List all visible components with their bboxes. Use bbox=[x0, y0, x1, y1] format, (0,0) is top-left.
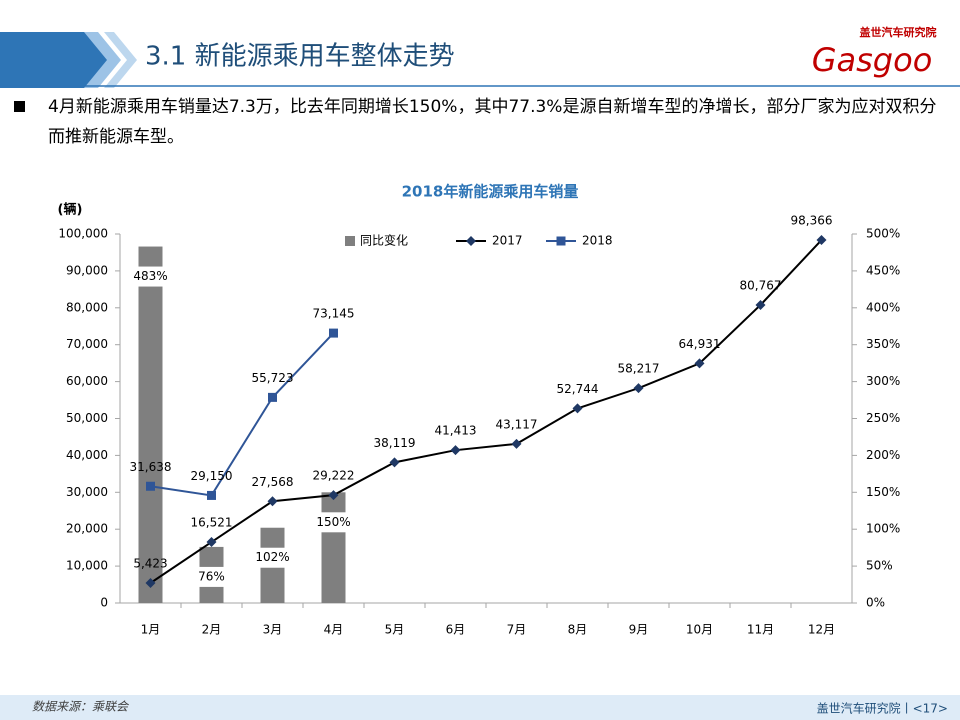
x-tick-label: 10月 bbox=[686, 623, 713, 637]
legend-marker bbox=[556, 236, 566, 246]
y-axis-label: (辆) bbox=[58, 202, 83, 218]
y2-tick-label: 350% bbox=[866, 337, 900, 351]
footer-org: 盖世汽车研究院丨<17> bbox=[817, 701, 948, 716]
data-label: 73,145 bbox=[313, 307, 355, 321]
x-tick-label: 3月 bbox=[263, 623, 283, 637]
data-label: 29,222 bbox=[313, 469, 355, 483]
y2-tick-label: 400% bbox=[866, 300, 900, 314]
legend-label: 同比变化 bbox=[360, 233, 408, 248]
data-label: 55,723 bbox=[252, 371, 294, 385]
line-marker bbox=[633, 383, 644, 394]
y2-tick-label: 500% bbox=[866, 227, 900, 241]
line-marker bbox=[146, 481, 155, 491]
x-tick-label: 4月 bbox=[324, 623, 344, 637]
x-tick-label: 12月 bbox=[808, 623, 835, 637]
bar-label-bg bbox=[313, 512, 354, 533]
x-tick-label: 6月 bbox=[446, 623, 466, 637]
y-tick-label: 60,000 bbox=[66, 374, 108, 388]
line-marker bbox=[572, 403, 583, 414]
y2-tick-label: 50% bbox=[866, 559, 893, 573]
line-marker bbox=[389, 457, 400, 468]
data-label: 64,931 bbox=[679, 337, 721, 351]
x-tick-label: 5月 bbox=[385, 623, 405, 637]
header-chevron bbox=[84, 32, 121, 88]
legend-swatch bbox=[345, 236, 355, 246]
bar-label: 76% bbox=[198, 569, 225, 583]
line-marker bbox=[206, 537, 217, 548]
bullet-text: 4月新能源乘用车销量达7.3万，比去年同期增长150%，其中77.3%是源自新增… bbox=[48, 97, 937, 147]
y2-tick-label: 0% bbox=[866, 596, 885, 610]
data-label: 41,413 bbox=[435, 424, 477, 438]
bar-label: 150% bbox=[316, 515, 350, 529]
y-tick-label: 0 bbox=[100, 596, 108, 610]
line-marker bbox=[816, 235, 827, 246]
y-tick-label: 90,000 bbox=[66, 263, 108, 277]
data-label: 5,423 bbox=[133, 556, 167, 570]
x-tick-label: 2月 bbox=[202, 623, 222, 637]
x-tick-label: 1月 bbox=[141, 623, 161, 637]
y-tick-label: 80,000 bbox=[66, 300, 108, 314]
data-label: 80,767 bbox=[740, 278, 782, 292]
y-tick-label: 10,000 bbox=[66, 559, 108, 573]
header-band bbox=[0, 32, 118, 88]
bar-label-bg bbox=[191, 566, 232, 587]
y-tick-label: 70,000 bbox=[66, 337, 108, 351]
x-tick-label: 7月 bbox=[507, 623, 527, 637]
logo-cn: 盖世汽车研究院 bbox=[860, 25, 937, 39]
y-tick-label: 40,000 bbox=[66, 448, 108, 462]
bar-label: 102% bbox=[255, 550, 289, 564]
data-label: 38,119 bbox=[374, 436, 416, 450]
logo-en: Gasgoo bbox=[812, 41, 933, 79]
line bbox=[149, 239, 823, 584]
footer-band bbox=[0, 695, 960, 720]
line bbox=[150, 332, 335, 497]
y2-tick-label: 150% bbox=[866, 485, 900, 499]
data-label: 58,217 bbox=[618, 362, 660, 376]
x-tick-label: 8月 bbox=[568, 623, 588, 637]
line-marker bbox=[694, 358, 705, 369]
header-chevron bbox=[104, 32, 137, 88]
data-label: 29,150 bbox=[191, 469, 233, 483]
line-marker bbox=[450, 445, 461, 456]
bar bbox=[321, 492, 346, 603]
data-label: 52,744 bbox=[557, 382, 599, 396]
y2-tick-label: 250% bbox=[866, 411, 900, 425]
y2-tick-label: 300% bbox=[866, 374, 900, 388]
y2-tick-label: 100% bbox=[866, 522, 900, 536]
line-marker bbox=[511, 438, 522, 449]
data-label: 43,117 bbox=[496, 417, 538, 431]
line-marker bbox=[755, 299, 766, 310]
legend-label: 2018 bbox=[582, 234, 613, 248]
y-tick-label: 20,000 bbox=[66, 522, 108, 536]
bar bbox=[138, 246, 163, 603]
legend-label: 2017 bbox=[492, 234, 523, 248]
legend-marker bbox=[466, 236, 476, 246]
bar-label-bg bbox=[130, 266, 171, 287]
line-marker bbox=[328, 490, 339, 501]
chart-title: 2018年新能源乘用车销量 bbox=[402, 183, 579, 201]
y-tick-label: 30,000 bbox=[66, 485, 108, 499]
bar-label: 483% bbox=[133, 269, 167, 283]
slide-title: 3.1 新能源乘用车整体走势 bbox=[145, 42, 455, 72]
data-label: 27,568 bbox=[252, 475, 294, 489]
line-marker bbox=[329, 328, 338, 338]
y2-tick-label: 450% bbox=[866, 263, 900, 277]
footer-source: 数据来源：乘联会 bbox=[32, 700, 130, 714]
line-marker bbox=[145, 577, 156, 588]
line-marker bbox=[207, 490, 216, 500]
x-tick-label: 11月 bbox=[747, 623, 774, 637]
data-label: 31,638 bbox=[130, 460, 172, 474]
line-marker bbox=[268, 392, 277, 402]
y-tick-label: 100,000 bbox=[58, 227, 108, 241]
data-label: 98,366 bbox=[791, 214, 833, 228]
y2-tick-label: 200% bbox=[866, 448, 900, 462]
bullet-marker bbox=[14, 101, 25, 112]
line-marker bbox=[267, 496, 278, 507]
x-tick-label: 9月 bbox=[629, 623, 649, 637]
bar-label-bg bbox=[252, 547, 293, 568]
y-tick-label: 50,000 bbox=[66, 411, 108, 425]
data-label: 16,521 bbox=[191, 516, 233, 530]
